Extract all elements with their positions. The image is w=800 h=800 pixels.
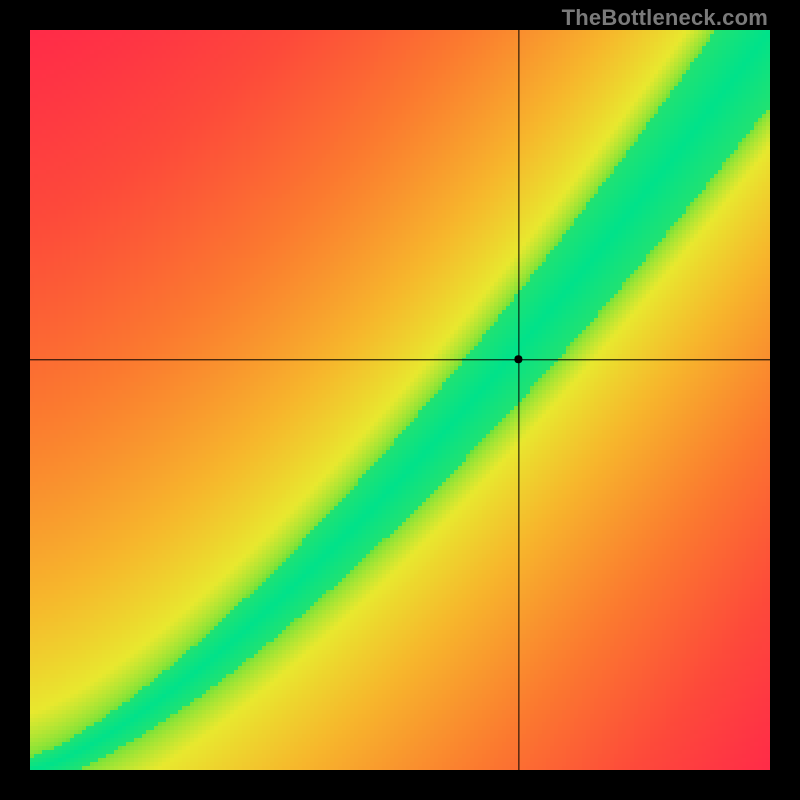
plot-area (30, 30, 770, 770)
bottleneck-heatmap (30, 30, 770, 770)
chart-frame: TheBottleneck.com (0, 0, 800, 800)
watermark-text: TheBottleneck.com (562, 5, 768, 31)
